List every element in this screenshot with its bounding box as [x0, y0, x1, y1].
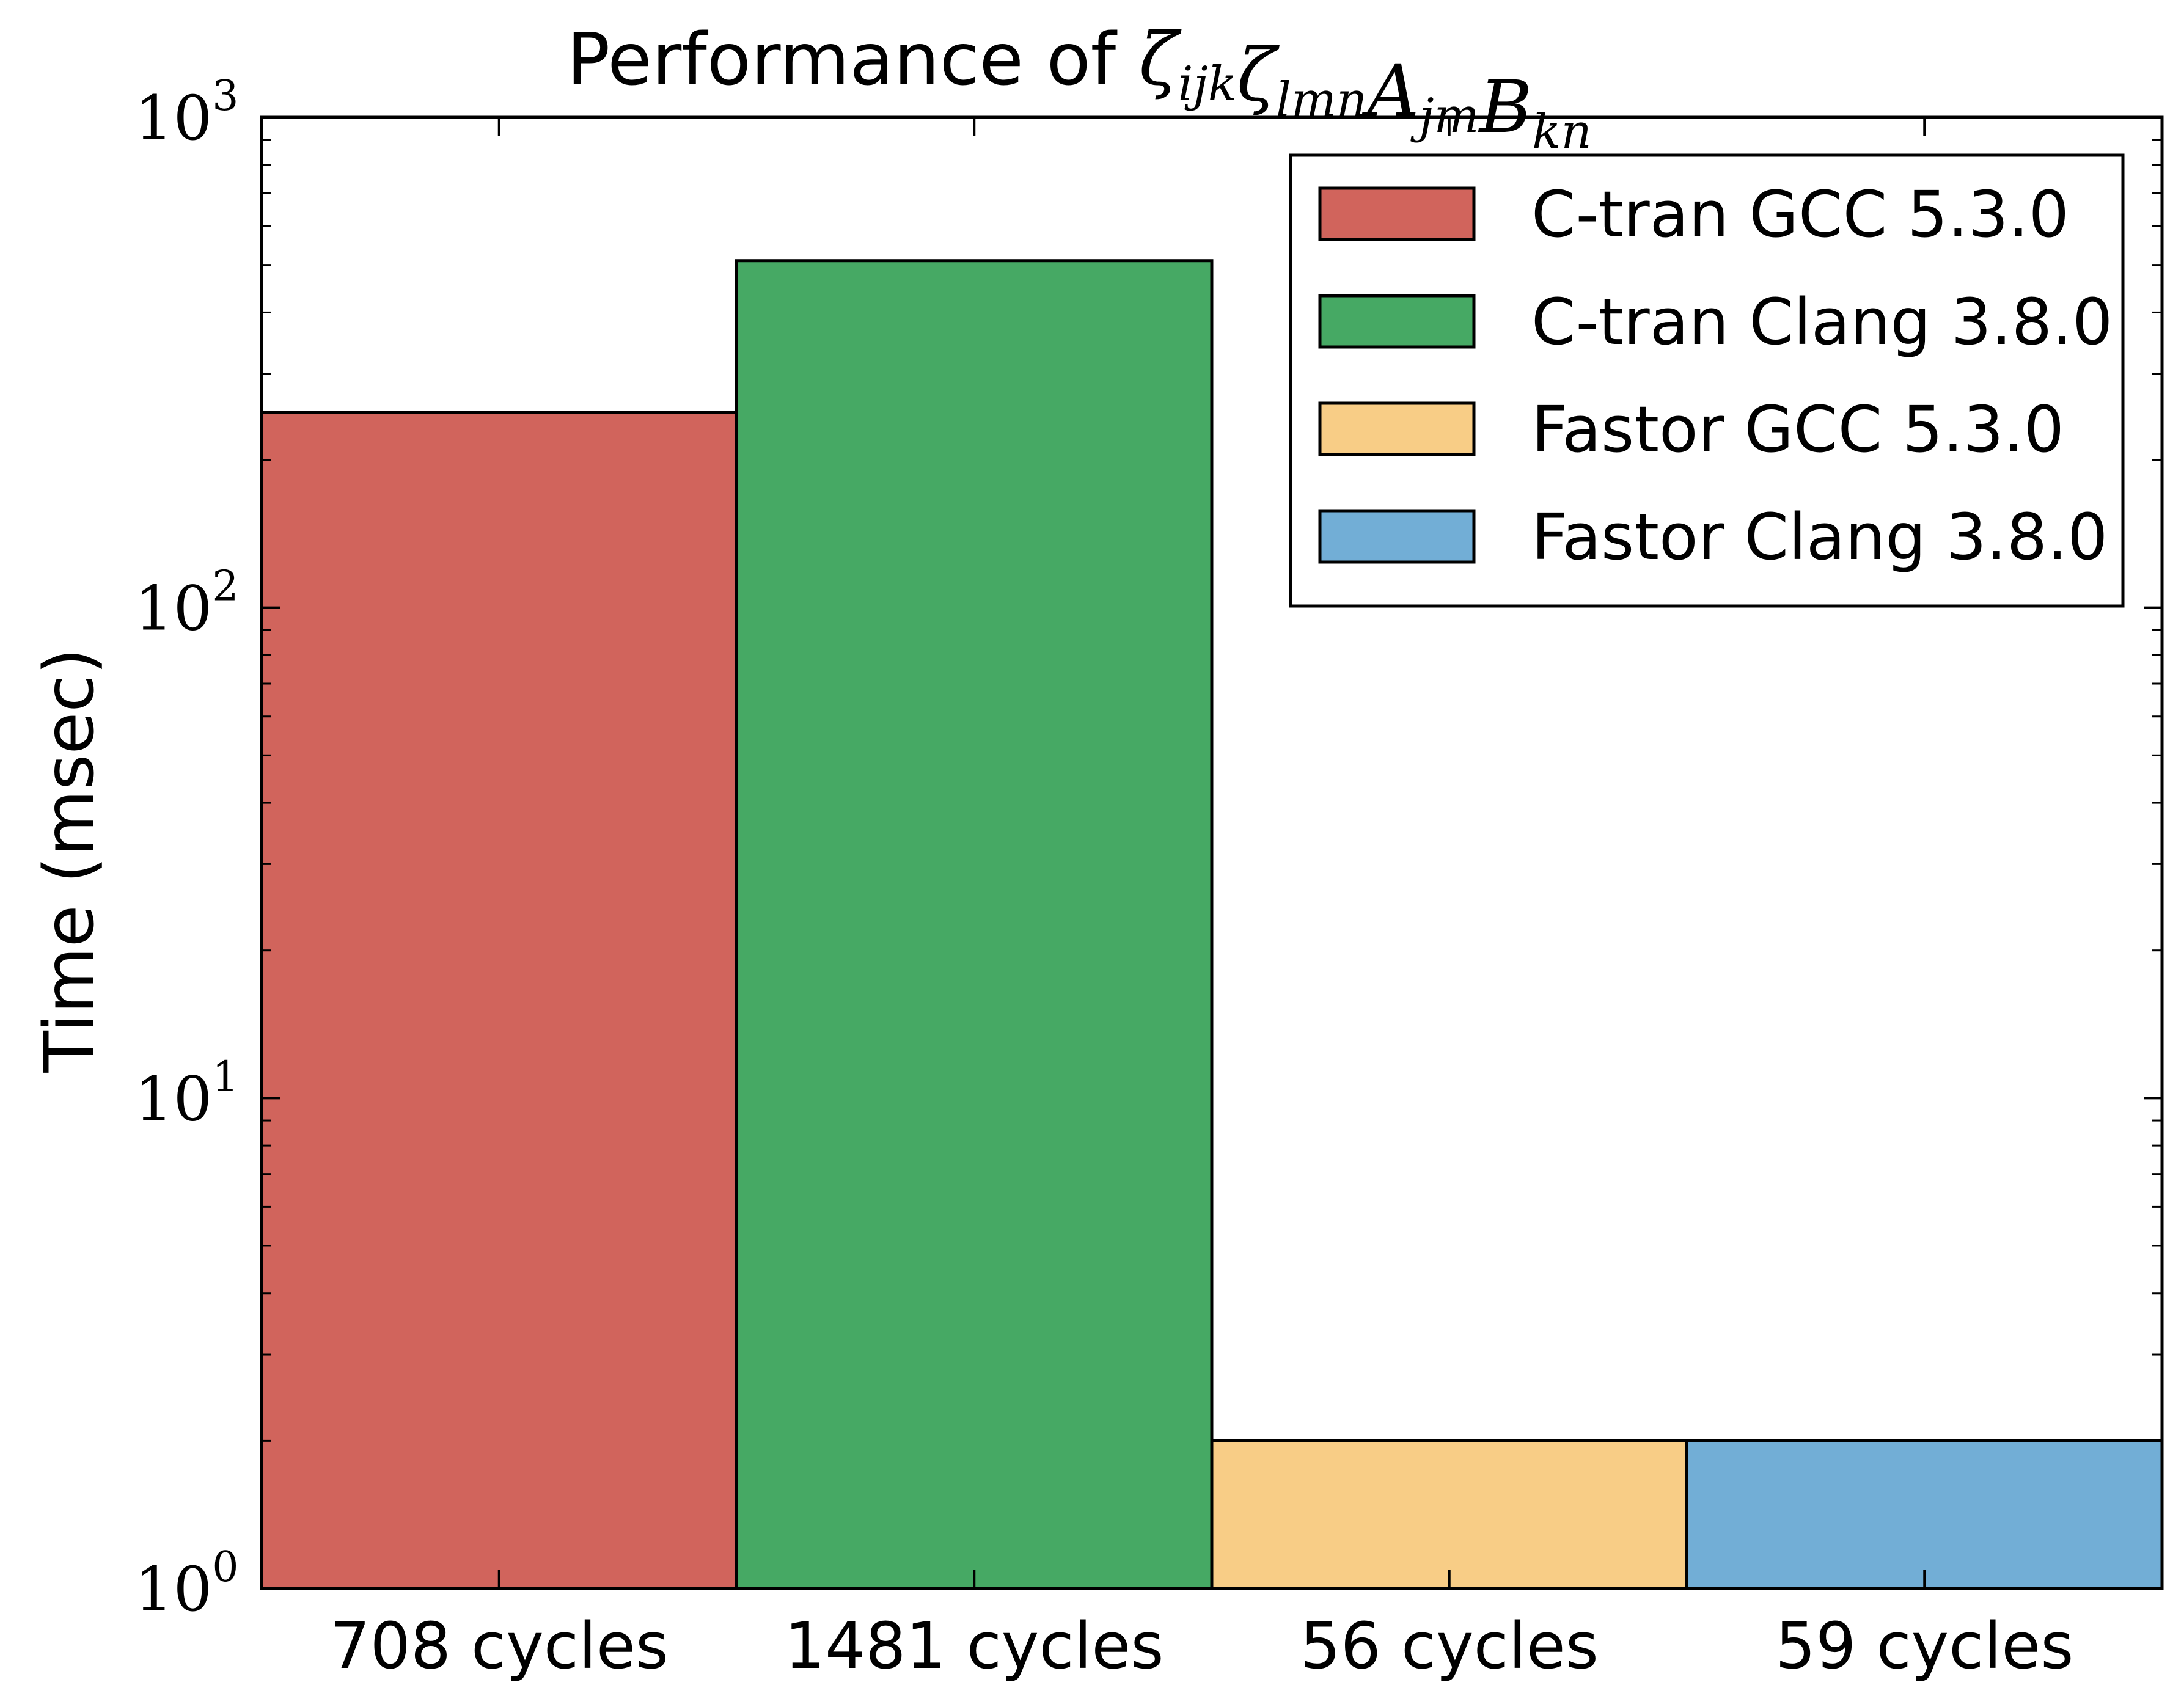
plot-frame	[260, 115, 2164, 1590]
chart-title: Performance of ζijkζlmnAjmBkn	[566, 17, 1592, 159]
y-tick-label: 103	[134, 72, 239, 154]
title-math-symbol: ζ	[1139, 17, 1182, 101]
x-tick-labels: 708 cycles 1481 cycles 56 cycles 59 cycles	[329, 1609, 2073, 1683]
legend-swatch	[1318, 294, 1476, 349]
legend: C-tran GCC 5.3.0 C-tran Clang 3.8.0 Fastor…	[1289, 153, 2125, 608]
y-tick-exponent: 2	[212, 563, 238, 611]
title-math-subscript: kn	[1532, 104, 1592, 159]
y-tick-base: 10	[134, 82, 212, 154]
y-tick-label: 101	[134, 1053, 239, 1135]
bar-2	[735, 259, 1214, 1590]
x-tick-label: 59 cycles	[1775, 1609, 2073, 1683]
legend-label: C-tran GCC 5.3.0	[1531, 177, 2069, 252]
legend-label: Fastor Clang 3.8.0	[1531, 500, 2108, 574]
title-prefix: Performance of	[566, 17, 1139, 101]
y-tick-label: 102	[134, 563, 239, 645]
y-tick-base: 10	[134, 1554, 212, 1625]
y-tick-base: 10	[134, 1063, 212, 1135]
y-axis-label: Time (msec)	[30, 648, 109, 1073]
legend-swatch	[1318, 509, 1476, 564]
y-tick-base: 10	[134, 573, 212, 645]
bar-1	[260, 411, 738, 1590]
x-tick-label: 708 cycles	[329, 1609, 669, 1683]
y-tick-exponent: 0	[212, 1543, 238, 1592]
x-tick-label: 1481 cycles	[785, 1609, 1164, 1683]
bar-4	[1685, 1439, 2164, 1590]
bars	[260, 259, 2164, 1590]
legend-swatch	[1318, 401, 1476, 456]
legend-label: C-tran Clang 3.8.0	[1531, 285, 2113, 359]
y-tick-exponent: 1	[212, 1053, 238, 1101]
title-math-symbol: ζ	[1237, 33, 1280, 117]
title-math-subscript: ijk	[1178, 57, 1237, 112]
title-math-symbol: B	[1478, 65, 1533, 149]
title-math-subscript: lmn	[1276, 73, 1367, 128]
y-tick-exponent: 3	[212, 72, 238, 120]
y-tick-label: 100	[134, 1543, 239, 1625]
legend-swatch	[1318, 186, 1476, 241]
bar-3	[1210, 1439, 1688, 1590]
x-tick-label: 56 cycles	[1300, 1609, 1599, 1683]
legend-label: Fastor GCC 5.3.0	[1531, 392, 2064, 467]
title-math-symbol: A	[1361, 49, 1419, 133]
